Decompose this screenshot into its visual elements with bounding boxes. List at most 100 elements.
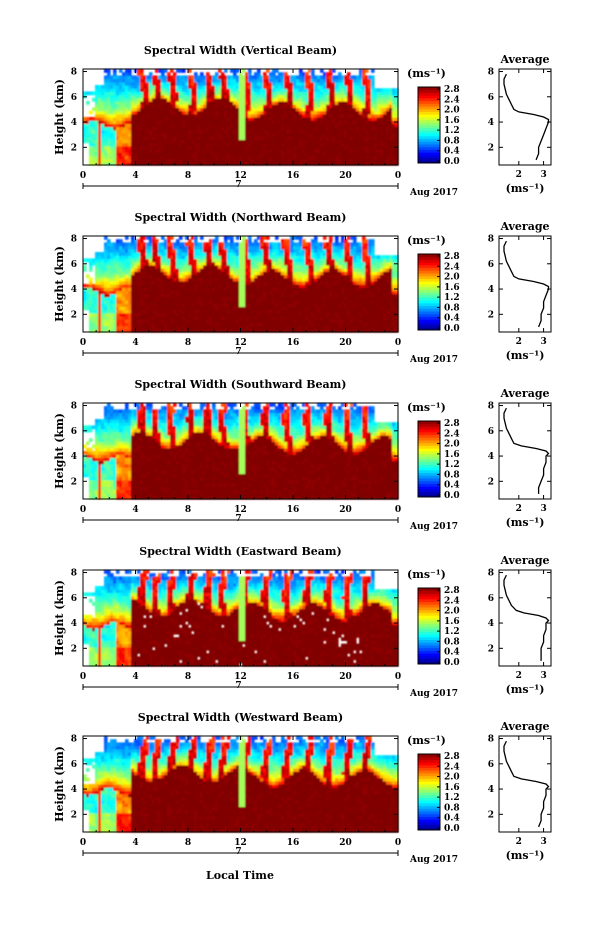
heatmap-cell xyxy=(230,113,234,118)
heatmap-cell xyxy=(353,123,357,128)
heatmap-cell xyxy=(149,78,153,83)
heatmap-cell xyxy=(131,75,135,80)
heatmap-cell xyxy=(308,133,312,137)
heatmap-cell xyxy=(344,149,348,153)
heatmap-cell xyxy=(98,101,102,105)
heatmap-cell xyxy=(200,158,204,163)
heatmap-cell xyxy=(140,81,144,86)
heatmap-cell xyxy=(308,123,312,128)
heatmap-cell xyxy=(356,101,360,105)
heatmap-cell xyxy=(362,81,366,86)
heatmap-cell xyxy=(326,126,330,131)
heatmap-cell xyxy=(380,142,384,147)
heatmap-cell xyxy=(344,155,348,160)
colorbar-segment xyxy=(418,111,440,115)
heatmap-cell xyxy=(119,104,123,108)
heatmap-cell xyxy=(377,88,381,92)
heatmap-cell xyxy=(254,142,258,147)
heatmap-cell xyxy=(296,85,300,89)
heatmap-cell xyxy=(260,158,264,163)
heatmap-cell xyxy=(89,155,93,160)
heatmap-cell xyxy=(185,136,189,140)
heatmap-cell xyxy=(98,104,102,108)
heatmap-cell xyxy=(110,123,114,128)
heatmap-cell xyxy=(101,322,105,327)
heatmap-cell xyxy=(395,88,399,92)
heatmap-cell xyxy=(389,126,393,131)
heatmap-cell xyxy=(341,142,345,147)
heatmap-cell xyxy=(125,75,129,80)
heatmap-cell xyxy=(137,133,141,137)
heatmap-cell xyxy=(284,120,288,124)
heatmap-cell xyxy=(227,139,231,144)
heatmap-cell xyxy=(254,136,258,140)
heatmap-cell xyxy=(347,101,351,105)
heatmap-cell xyxy=(182,69,186,73)
heatmap-cell xyxy=(143,113,147,118)
heatmap-cell xyxy=(308,81,312,86)
heatmap-cell xyxy=(203,81,207,86)
heatmap-cell xyxy=(284,88,288,92)
heatmap-cell xyxy=(128,123,132,128)
heatmap-cell xyxy=(107,271,111,275)
heatmap-cell xyxy=(302,104,306,108)
heatmap-cell xyxy=(101,303,105,307)
heatmap-cell xyxy=(317,97,321,102)
heatmap-cell xyxy=(377,101,381,105)
heatmap-cell xyxy=(164,152,168,156)
heatmap-cell xyxy=(212,158,216,163)
heatmap-cell xyxy=(365,120,369,124)
heatmap-cell xyxy=(179,97,183,102)
heatmap-cell xyxy=(170,113,174,118)
heatmap-cell xyxy=(98,300,102,304)
heatmap-cell xyxy=(317,85,321,89)
heatmap-cell xyxy=(128,110,132,115)
heatmap-cell xyxy=(263,155,267,160)
heatmap-cell xyxy=(251,88,255,92)
heatmap-cell xyxy=(167,120,171,124)
heatmap-cell xyxy=(98,274,102,279)
heatmap-cell xyxy=(197,142,201,147)
heatmap-cell xyxy=(332,161,336,166)
heatmap-cell xyxy=(119,149,123,153)
heatmap-cell xyxy=(239,113,243,118)
heatmap-cell xyxy=(227,158,231,163)
heatmap-cell xyxy=(272,155,276,160)
heatmap-cell xyxy=(155,136,159,140)
heatmap-cell xyxy=(242,78,246,83)
heatmap-cell xyxy=(374,107,378,112)
heatmap-cell xyxy=(287,120,291,124)
heatmap-cell xyxy=(239,136,243,140)
heatmap-cell xyxy=(299,142,303,147)
heatmap-cell xyxy=(257,161,261,166)
heatmap-cell xyxy=(314,107,318,112)
heatmap-cell xyxy=(221,107,225,112)
heatmap-cell xyxy=(116,117,120,121)
heatmap-cell xyxy=(92,126,96,131)
heatmap-cell xyxy=(248,75,252,80)
heatmap-cell xyxy=(248,94,252,99)
heatmap-cell xyxy=(101,306,105,311)
heatmap-cell xyxy=(152,126,156,131)
heatmap-cell xyxy=(263,126,267,131)
heatmap-cell xyxy=(278,158,282,163)
heatmap-cell xyxy=(251,149,255,153)
heatmap-cell xyxy=(122,85,126,89)
heatmap-cell xyxy=(125,69,129,73)
heatmap-cell xyxy=(329,155,333,160)
heatmap-cell xyxy=(218,101,222,105)
heatmap-cell xyxy=(101,139,105,144)
heatmap-cell xyxy=(104,94,108,99)
heatmap-cell xyxy=(134,85,138,89)
heatmap-cell xyxy=(245,78,249,83)
heatmap-cell xyxy=(290,94,294,99)
heatmap-cell xyxy=(251,113,255,118)
heatmap-cell xyxy=(266,123,270,128)
heatmap-cell xyxy=(347,117,351,121)
heatmap-cell xyxy=(353,88,357,92)
heatmap-cell xyxy=(197,78,201,83)
heatmap-cell xyxy=(212,91,216,96)
heatmap-cell xyxy=(344,133,348,137)
heatmap-cell xyxy=(329,139,333,144)
colorbar-frame xyxy=(417,86,441,164)
